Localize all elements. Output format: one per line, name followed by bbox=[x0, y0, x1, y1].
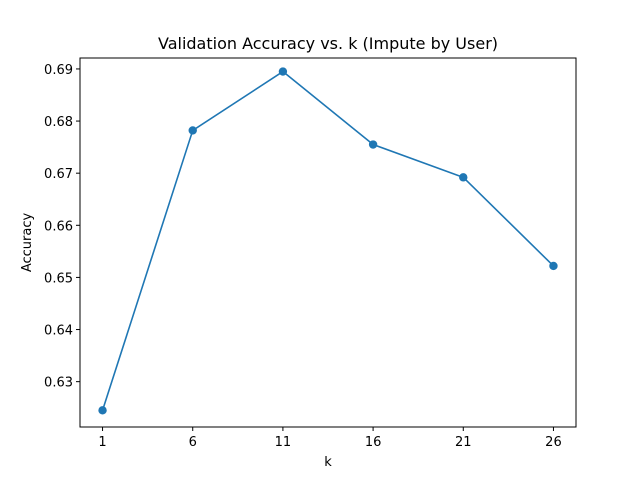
x-tick-label: 6 bbox=[189, 435, 197, 450]
data-point bbox=[278, 67, 288, 76]
data-point bbox=[549, 261, 558, 271]
x-axis-ticks: 1 6 11 16 21 26 bbox=[98, 427, 562, 450]
axes-frame bbox=[79, 57, 577, 428]
data-point bbox=[459, 173, 468, 182]
x-axis-label: k bbox=[324, 455, 332, 470]
y-tick-label: 0.69 bbox=[44, 63, 73, 78]
x-tick-label: 26 bbox=[545, 435, 562, 450]
x-tick-label: 11 bbox=[275, 435, 292, 450]
y-axis-ticks: 0.63 0.64 0.65 0.66 0.67 0.68 0.69 bbox=[44, 63, 80, 391]
x-tick-label: 1 bbox=[98, 435, 106, 450]
data-point bbox=[98, 406, 107, 415]
data-layer bbox=[98, 67, 558, 415]
y-tick-label: 0.63 bbox=[44, 376, 73, 391]
plot-area bbox=[80, 58, 576, 427]
y-tick-label: 0.68 bbox=[44, 115, 73, 130]
chart-title: Validation Accuracy vs. k (Impute by Use… bbox=[158, 34, 498, 53]
data-point bbox=[188, 126, 197, 135]
series-line bbox=[101, 70, 555, 412]
y-axis-label: Accuracy bbox=[20, 213, 35, 273]
y-tick-label: 0.65 bbox=[44, 271, 73, 286]
x-tick-label: 16 bbox=[365, 435, 382, 450]
y-tick-label: 0.66 bbox=[44, 219, 73, 234]
data-point bbox=[368, 140, 378, 149]
y-tick-label: 0.64 bbox=[44, 324, 73, 339]
x-tick-label: 21 bbox=[455, 435, 472, 450]
y-tick-label: 0.67 bbox=[44, 167, 73, 182]
